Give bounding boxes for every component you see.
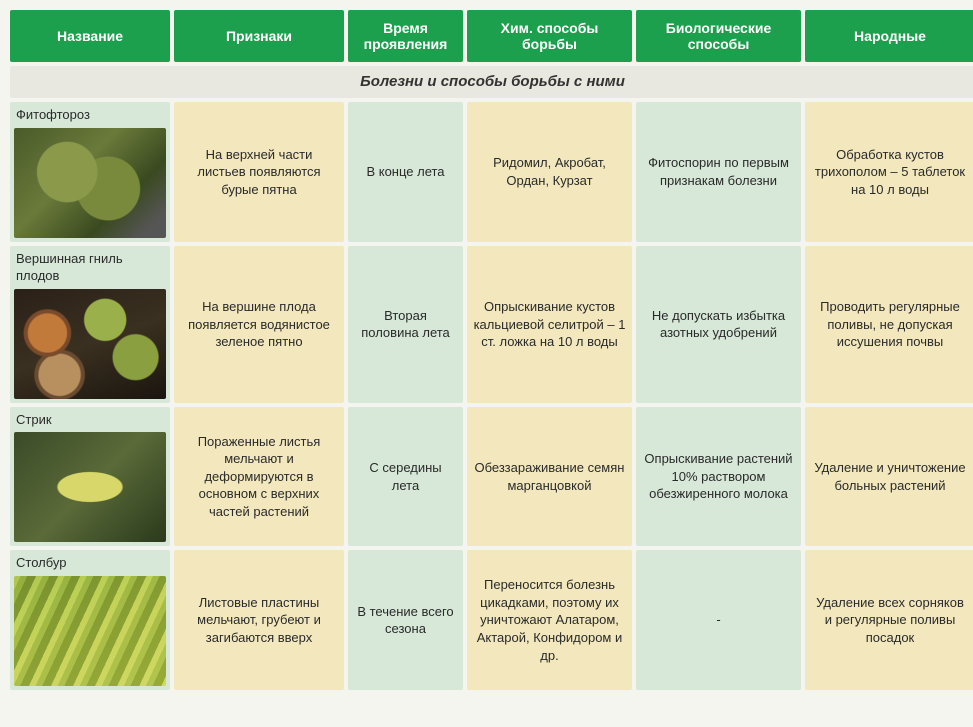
col-header-name: Название xyxy=(10,10,170,62)
col-header-timing: Время проявления xyxy=(348,10,463,62)
section-title-row: Болезни и способы борьбы с ними xyxy=(10,66,973,98)
disease-name: Стрик xyxy=(16,411,166,429)
cell-biological: Опрыскивание растений 10% раствором обез… xyxy=(636,407,801,547)
cell-chemical: Переносится болезнь цикадками, поэтому и… xyxy=(467,550,632,690)
plant-image-icon xyxy=(14,576,166,686)
cell-folk: Проводить регулярные поливы, не допуская… xyxy=(805,246,973,403)
cell-signs: На вершине плода появляется водянистое з… xyxy=(174,246,344,403)
cell-timing: С середины лета xyxy=(348,407,463,547)
cell-timing: Вторая половина лета xyxy=(348,246,463,403)
cell-timing: В течение всего сезона xyxy=(348,550,463,690)
col-header-chemical: Хим. способы борьбы xyxy=(467,10,632,62)
cell-name: Вершинная гниль плодов xyxy=(10,246,170,403)
plant-image-icon xyxy=(14,128,166,238)
cell-name: Фитофтороз xyxy=(10,102,170,242)
cell-folk: Обработка кустов трихополом – 5 таблеток… xyxy=(805,102,973,242)
cell-name: Стрик xyxy=(10,407,170,547)
disease-name: Столбур xyxy=(16,554,166,572)
cell-biological: Фитоспорин по первым признакам болезни xyxy=(636,102,801,242)
table-row: Столбур Листовые пластины мельчают, груб… xyxy=(10,550,973,690)
cell-chemical: Обеззараживание семян марганцовкой xyxy=(467,407,632,547)
col-header-signs: Признаки xyxy=(174,10,344,62)
plant-image-icon xyxy=(14,289,166,399)
cell-biological: - xyxy=(636,550,801,690)
section-title: Болезни и способы борьбы с ними xyxy=(10,66,973,98)
table-row: Фитофтороз На верхней части листьев появ… xyxy=(10,102,973,242)
table-row: Вершинная гниль плодов На вершине плода … xyxy=(10,246,973,403)
cell-signs: Листовые пластины мельчают, грубеют и за… xyxy=(174,550,344,690)
plant-image-icon xyxy=(14,432,166,542)
cell-chemical: Ридомил, Акробат, Ордан, Курзат xyxy=(467,102,632,242)
header-row: Название Признаки Время проявления Хим. … xyxy=(10,10,973,62)
disease-name: Вершинная гниль плодов xyxy=(16,250,166,285)
cell-folk: Удаление и уничтожение больных растений xyxy=(805,407,973,547)
disease-name: Фитофтороз xyxy=(16,106,166,124)
cell-timing: В конце лета xyxy=(348,102,463,242)
cell-chemical: Опрыскивание кустов кальциевой селитрой … xyxy=(467,246,632,403)
disease-table: Название Признаки Время проявления Хим. … xyxy=(6,6,973,694)
cell-signs: Пораженные листья мельчают и деформируют… xyxy=(174,407,344,547)
cell-name: Столбур xyxy=(10,550,170,690)
cell-signs: На верхней части листьев появляются буры… xyxy=(174,102,344,242)
table-row: Стрик Пораженные листья мельчают и дефор… xyxy=(10,407,973,547)
cell-biological: Не допускать избытка азотных удобрений xyxy=(636,246,801,403)
cell-folk: Удаление всех сорняков и регулярные поли… xyxy=(805,550,973,690)
col-header-biological: Биологические способы xyxy=(636,10,801,62)
col-header-folk: Народные xyxy=(805,10,973,62)
